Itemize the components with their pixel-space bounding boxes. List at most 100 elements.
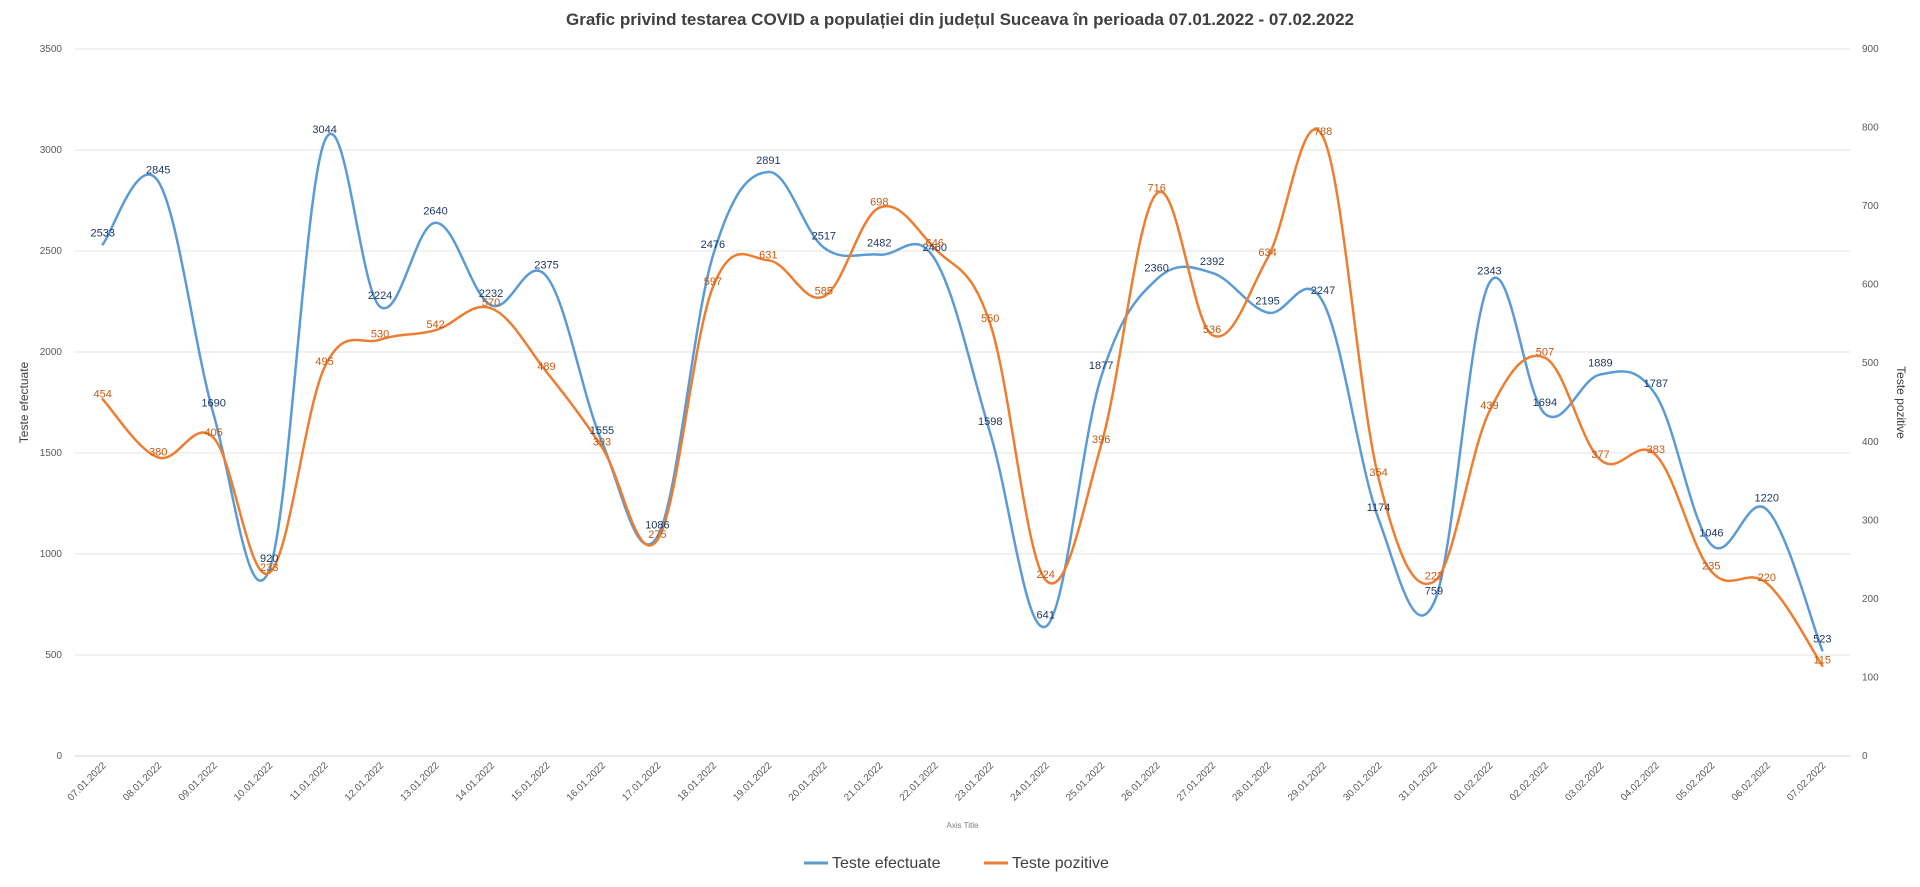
y2-tick-label: 0 [1862, 751, 1868, 762]
data-label: 597 [704, 276, 722, 288]
data-label: 354 [1369, 467, 1387, 479]
data-label: 233 [260, 562, 278, 574]
x-tick-label: 01.02.2022 [1452, 760, 1495, 803]
x-tick-label: 17.01.2022 [620, 760, 663, 803]
data-label: 507 [1536, 347, 1554, 359]
y2-tick-label: 200 [1862, 594, 1879, 605]
series-line-2 [101, 128, 1824, 667]
x-tick-label: 22.01.2022 [898, 760, 941, 803]
y-tick-label: 2500 [40, 246, 63, 257]
y2-tick-label: 600 [1862, 280, 1879, 291]
data-label: 2232 [479, 288, 503, 300]
x-tick-label: 13.01.2022 [398, 760, 441, 803]
series-line-1 [101, 132, 1824, 652]
y2-tick-label: 900 [1862, 44, 1879, 55]
x-tick-label: 07.02.2022 [1785, 760, 1828, 803]
data-label: 698 [870, 197, 888, 209]
y2-tick-label: 400 [1862, 437, 1879, 448]
x-tick-label: 05.02.2022 [1674, 760, 1717, 803]
y2-tick-label: 700 [1862, 201, 1879, 212]
x-tick-label: 20.01.2022 [787, 760, 830, 803]
data-label: 377 [1591, 449, 1609, 461]
data-label: 383 [1647, 444, 1665, 456]
x-tick-label: 25.01.2022 [1064, 760, 1107, 803]
data-label: 2375 [534, 259, 558, 271]
data-label: 489 [537, 361, 555, 373]
data-label: 570 [482, 297, 500, 309]
data-label: 641 [1037, 610, 1055, 622]
data-label: 1694 [1533, 397, 1557, 409]
x-tick-label: 29.01.2022 [1286, 760, 1329, 803]
legend: Teste efectuate Teste pozitive [804, 855, 1109, 872]
data-label: 2360 [1144, 262, 1168, 274]
data-label: 1598 [978, 416, 1002, 428]
x-tick-label: 06.02.2022 [1730, 760, 1773, 803]
chart-title: Grafic privind testarea COVID a populați… [566, 10, 1354, 29]
data-label: 2891 [756, 155, 780, 167]
data-label: 585 [815, 285, 833, 297]
data-label: 788 [1314, 126, 1332, 138]
data-label: 759 [1425, 586, 1443, 598]
x-tick-label: 08.01.2022 [121, 760, 164, 803]
data-label: 1787 [1644, 378, 1668, 390]
data-label: 2392 [1200, 256, 1224, 268]
x-tick-label: 09.01.2022 [177, 760, 220, 803]
x-tick-label: 27.01.2022 [1175, 760, 1218, 803]
data-label: 1690 [201, 398, 225, 410]
x-tick-label: 28.01.2022 [1231, 760, 1274, 803]
data-label: 2460 [923, 242, 947, 254]
data-label: 631 [759, 249, 777, 261]
data-label: 220 [1758, 572, 1776, 584]
y2-tick-label: 300 [1862, 515, 1879, 526]
x-tick-label: 11.01.2022 [288, 760, 331, 803]
data-label: 2476 [701, 239, 725, 251]
data-label: 530 [371, 329, 389, 341]
data-labels: 2533 2845 1690 920 3044 2224 2640 2232 2375 1555 1… [90, 124, 1831, 667]
data-label: 380 [149, 446, 167, 458]
x-tick-label: 30.01.2022 [1341, 760, 1384, 803]
data-label: 235 [1702, 560, 1720, 572]
y2-tick-label: 800 [1862, 123, 1879, 134]
x-tick-label: 16.01.2022 [565, 760, 608, 803]
data-label: 2533 [90, 227, 114, 239]
x-tick-label: 10.01.2022 [232, 760, 275, 803]
data-label: 1086 [645, 520, 669, 532]
data-label: 1555 [590, 425, 614, 437]
data-label: 2195 [1255, 296, 1279, 308]
data-label: 2640 [423, 206, 447, 218]
data-label: 222 [1425, 571, 1443, 583]
data-label: 536 [1203, 324, 1221, 336]
data-label: 439 [1480, 400, 1498, 412]
data-label: 393 [593, 436, 611, 448]
x-axis-title: Axis Title [946, 821, 979, 830]
y-tick-label: 1000 [40, 549, 63, 560]
x-tick-label: 15.01.2022 [509, 760, 552, 803]
x-tick-label: 12.01.2022 [343, 760, 386, 803]
data-label: 1889 [1588, 357, 1612, 369]
x-tick-label: 19.01.2022 [731, 760, 774, 803]
data-label: 542 [426, 319, 444, 331]
data-label: 523 [1813, 633, 1831, 645]
axes: 0 500 1000 1500 2000 2500 3000 3500 0 100 200 300 40… [17, 44, 1908, 830]
data-label: 1046 [1699, 528, 1723, 540]
x-tick-label: 21.01.2022 [842, 760, 885, 803]
series-lines [101, 128, 1824, 667]
data-label: 115 [1813, 655, 1831, 667]
data-label: 634 [1258, 247, 1276, 259]
legend-label: Teste efectuate [832, 855, 941, 872]
y-tick-label: 0 [56, 751, 62, 762]
y2-tick-label: 100 [1862, 672, 1879, 683]
data-label: 1877 [1089, 360, 1113, 372]
data-label: 2343 [1477, 266, 1501, 278]
x-tick-label: 03.02.2022 [1563, 760, 1606, 803]
data-label: 920 [260, 553, 278, 565]
data-label: 2845 [146, 164, 170, 176]
data-label: 396 [1092, 434, 1110, 446]
y-tick-label: 2000 [40, 347, 63, 358]
x-tick-label: 14.01.2022 [454, 760, 497, 803]
data-label: 550 [981, 313, 999, 325]
x-tick-label: 26.01.2022 [1120, 760, 1163, 803]
data-label: 2224 [368, 290, 392, 302]
